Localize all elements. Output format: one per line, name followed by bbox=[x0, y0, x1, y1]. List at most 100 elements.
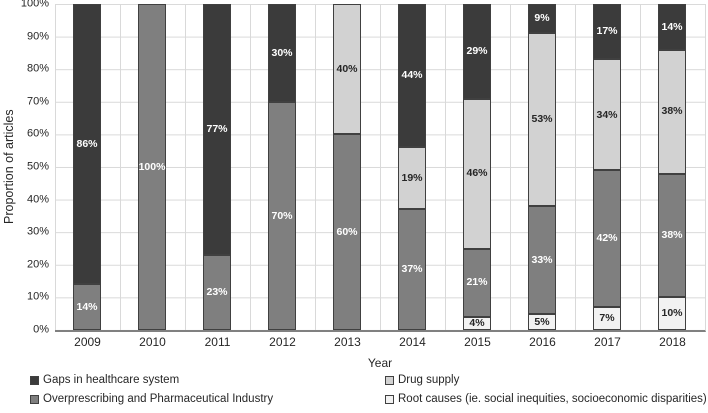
legend: Gaps in healthcare system Drug supply Over… bbox=[30, 374, 707, 405]
bar-2012: 70% 30% bbox=[250, 4, 315, 330]
bar-segment-label: 4% bbox=[469, 317, 485, 330]
bar-segment-label: 46% bbox=[466, 167, 488, 180]
x-tick-label: 2010 bbox=[139, 335, 166, 349]
y-tick-label: 100% bbox=[20, 0, 49, 10]
bar-segment: 17% bbox=[593, 4, 621, 60]
bar-segment-label: 77% bbox=[206, 123, 228, 136]
bar-segment: 40% bbox=[333, 4, 361, 135]
y-tick-label: 30% bbox=[26, 225, 49, 238]
bar-segment: 14% bbox=[658, 4, 686, 50]
legend-label: Overprescribing and Pharmaceutical Indus… bbox=[43, 393, 274, 405]
bar-segment: 38% bbox=[658, 49, 686, 174]
bar-segment-label: 23% bbox=[206, 286, 228, 299]
bar-segment: 9% bbox=[528, 4, 556, 34]
legend-item: Overprescribing and Pharmaceutical Indus… bbox=[30, 393, 385, 405]
bar-segment: 21% bbox=[463, 248, 491, 317]
y-tick-label: 50% bbox=[26, 160, 49, 173]
bar-segment: 53% bbox=[528, 33, 556, 207]
x-tick-label: 2011 bbox=[204, 335, 231, 349]
plot-area: 14% 86% 100% 23% 77% 70% 30% 60% 40% 37% 19% 44% 4% 2… bbox=[55, 4, 706, 332]
bar-segment: 33% bbox=[528, 206, 556, 314]
y-tick-label: 90% bbox=[26, 30, 49, 43]
x-tick-label: 2016 bbox=[529, 335, 556, 349]
bar-segment-label: 9% bbox=[534, 12, 550, 25]
bar-segment: 37% bbox=[398, 209, 426, 330]
bar-segment-label: 17% bbox=[596, 25, 618, 38]
x-tick-label: 2009 bbox=[74, 335, 101, 349]
legend-marker bbox=[385, 375, 394, 385]
bar-segment: 70% bbox=[268, 101, 296, 330]
bar-segment-label: 7% bbox=[599, 312, 615, 325]
legend-label: Gaps in healthcare system bbox=[43, 374, 180, 386]
y-tick-label: 60% bbox=[26, 127, 49, 140]
y-tick-label: 20% bbox=[26, 258, 49, 271]
bar-segment: 10% bbox=[658, 297, 686, 330]
x-tick-label: 2017 bbox=[594, 335, 621, 349]
x-axis-tick-labels: 2009 2010 2011 2012 2013 2014 2015 2016 2017 2018 bbox=[55, 335, 705, 351]
bar-segment-label: 60% bbox=[336, 225, 358, 238]
bar-segment-label: 30% bbox=[271, 46, 293, 59]
y-tick-label: 70% bbox=[26, 95, 49, 108]
bar-2011: 23% 77% bbox=[185, 4, 250, 330]
bar-segment-label: 33% bbox=[531, 253, 553, 266]
legend-marker bbox=[385, 394, 394, 404]
bar-segment: 77% bbox=[203, 4, 231, 256]
bar-2010: 100% bbox=[120, 4, 185, 330]
y-tick-label: 40% bbox=[26, 193, 49, 206]
legend-item: Drug supply bbox=[385, 374, 707, 386]
legend-item: Root causes (ie. social inequities, soci… bbox=[385, 393, 707, 405]
y-tick-label: 0% bbox=[33, 323, 49, 336]
bar-segment: 86% bbox=[73, 4, 101, 285]
legend-marker bbox=[30, 394, 39, 404]
bar-2014: 37% 19% 44% bbox=[380, 4, 445, 330]
bar-segment-label: 14% bbox=[661, 20, 683, 33]
bar-segment-label: 38% bbox=[661, 229, 683, 242]
bar-segment-label: 14% bbox=[76, 300, 98, 313]
bar-2013: 60% 40% bbox=[315, 4, 380, 330]
bar-segment-label: 37% bbox=[401, 263, 423, 276]
y-axis-tick-labels: 0% 10% 20% 30% 40% 50% 60% 70% 80% 90% 100% bbox=[0, 0, 49, 335]
legend-marker bbox=[30, 375, 39, 385]
bar-segment-label: 19% bbox=[401, 172, 423, 185]
bar-segment-label: 38% bbox=[661, 105, 683, 118]
bar-segment: 44% bbox=[398, 4, 426, 148]
bar-2018: 10% 38% 38% 14% bbox=[640, 4, 705, 330]
y-tick-label: 80% bbox=[26, 62, 49, 75]
bar-segment-label: 5% bbox=[534, 315, 550, 328]
bar-segment-label: 42% bbox=[596, 232, 618, 245]
bar-segment: 38% bbox=[658, 173, 686, 298]
bar-segment-label: 21% bbox=[466, 276, 488, 289]
bar-segment: 4% bbox=[463, 316, 491, 330]
bar-segment: 19% bbox=[398, 147, 426, 210]
x-tick-label: 2013 bbox=[334, 335, 361, 349]
bar-segment: 29% bbox=[463, 4, 491, 99]
bar-segment-label: 34% bbox=[596, 108, 618, 121]
bar-segment: 100% bbox=[138, 4, 166, 330]
legend-label: Drug supply bbox=[398, 374, 460, 386]
bar-segment: 42% bbox=[593, 170, 621, 308]
legend-label: Root causes (ie. social inequities, soci… bbox=[398, 393, 707, 405]
bar-segment: 5% bbox=[528, 313, 556, 330]
bar-2017: 7% 42% 34% 17% bbox=[575, 4, 640, 330]
bar-segment-label: 10% bbox=[661, 307, 683, 320]
x-tick-label: 2014 bbox=[399, 335, 426, 349]
bar-segment: 46% bbox=[463, 98, 491, 249]
bar-2009: 14% 86% bbox=[55, 4, 120, 330]
bar-segment-label: 86% bbox=[76, 137, 98, 150]
x-tick-label: 2018 bbox=[659, 335, 686, 349]
bar-segment: 60% bbox=[333, 134, 361, 330]
bar-segment: 23% bbox=[203, 255, 231, 330]
bar-segment-label: 70% bbox=[271, 209, 293, 222]
bar-segment-label: 29% bbox=[466, 45, 488, 58]
bar-segment: 34% bbox=[593, 59, 621, 171]
bar-2016: 5% 33% 53% 9% bbox=[510, 4, 575, 330]
bar-segment-label: 53% bbox=[531, 113, 553, 126]
bar-segment: 7% bbox=[593, 307, 621, 330]
bar-segment: 30% bbox=[268, 4, 296, 102]
x-tick-label: 2015 bbox=[464, 335, 491, 349]
bar-segment-label: 44% bbox=[401, 69, 423, 82]
y-tick-label: 10% bbox=[26, 290, 49, 303]
bar-segment-label: 100% bbox=[138, 160, 166, 173]
bar-2015: 4% 21% 46% 29% bbox=[445, 4, 510, 330]
